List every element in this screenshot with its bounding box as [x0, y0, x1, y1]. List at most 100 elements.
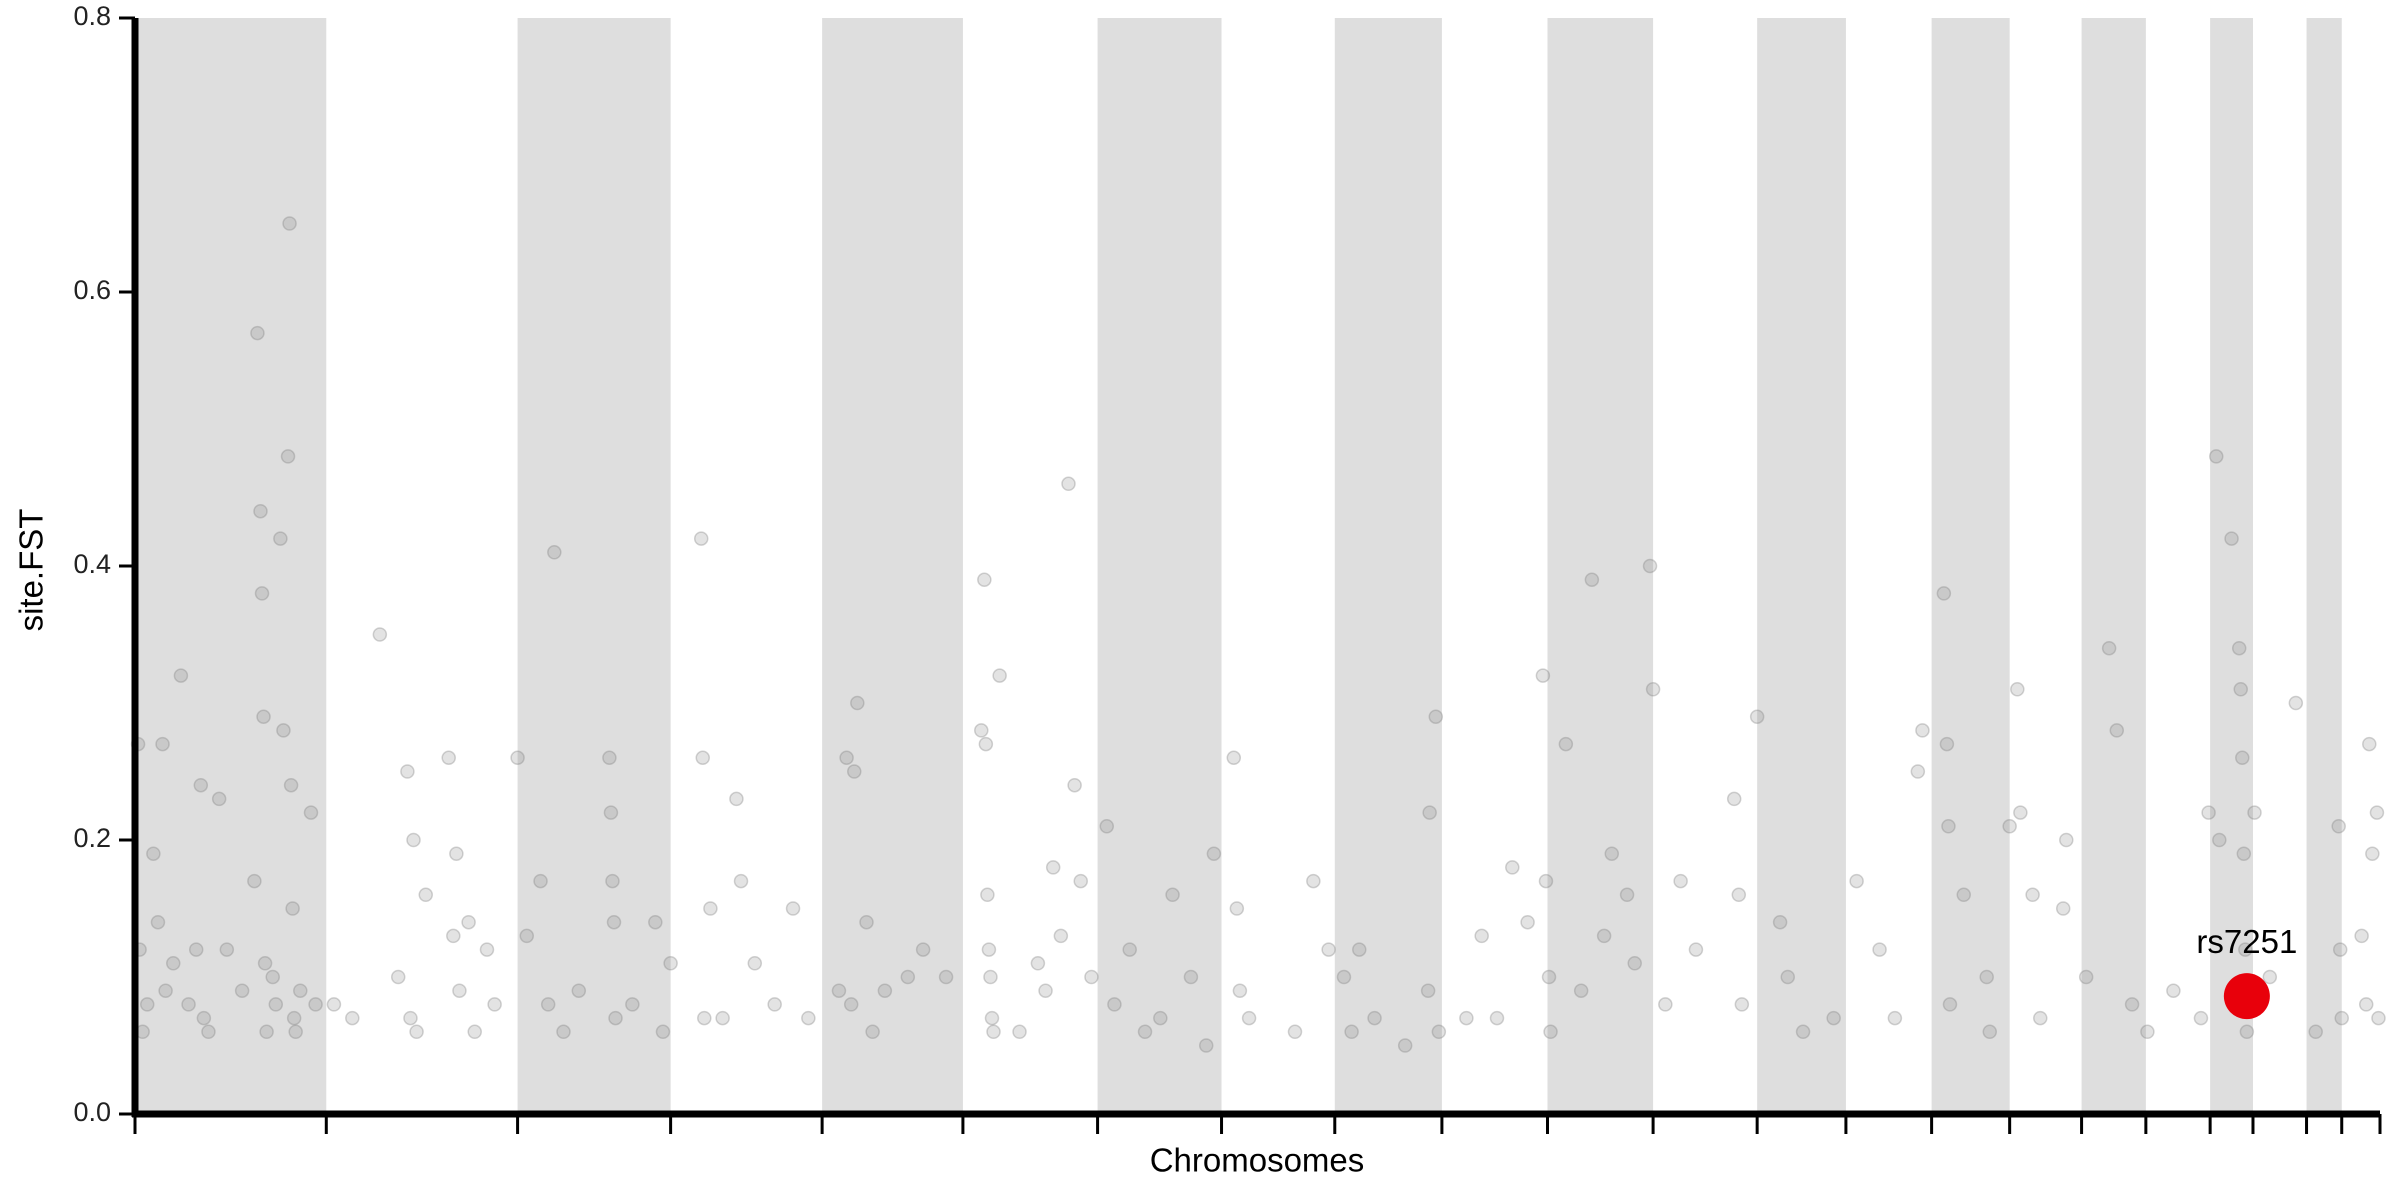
snp-point: [1558, 736, 1574, 752]
snp-point: [286, 1010, 302, 1026]
snp-point: [1573, 983, 1589, 998]
snp-point: [2332, 942, 2348, 957]
snp-point: [695, 750, 711, 766]
snp-point: [1422, 805, 1437, 820]
snp-point: [603, 805, 619, 820]
snp-point: [1038, 983, 1053, 998]
snp-point: [2308, 1024, 2323, 1040]
snp-point: [1584, 572, 1600, 587]
snp-point: [1596, 928, 1612, 944]
snp-point: [372, 627, 388, 642]
snp-point: [981, 942, 997, 957]
snp-point: [2354, 928, 2369, 944]
snp-point: [1229, 901, 1245, 916]
snp-point: [915, 942, 931, 957]
snp-point: [1520, 914, 1535, 930]
y-tick-label: 0.8: [73, 1, 111, 31]
chromosome-band: [2210, 18, 2253, 1114]
snp-point: [602, 750, 617, 766]
snp-point: [1538, 873, 1554, 889]
snp-point: [1165, 887, 1180, 903]
snp-point: [196, 1010, 212, 1026]
snp-point: [1137, 1024, 1153, 1040]
snp-point: [801, 1010, 816, 1026]
snp-point: [839, 750, 854, 766]
snp-point: [2140, 1024, 2155, 1040]
snp-point: [1073, 873, 1088, 889]
snp-point: [2109, 723, 2125, 738]
snp-point: [533, 873, 548, 889]
snp-point: [1645, 682, 1661, 697]
snp-point: [938, 969, 954, 985]
snp-point: [1122, 942, 1137, 957]
snp-point: [1336, 969, 1352, 985]
snp-point: [461, 914, 476, 930]
snp-point: [1915, 723, 1930, 738]
snp-point: [2331, 819, 2346, 834]
snp-point: [2233, 682, 2248, 697]
y-tick-label: 0.4: [73, 549, 111, 579]
snp-point: [697, 1010, 712, 1026]
snp-point: [1939, 736, 1955, 752]
snp-point: [452, 983, 467, 998]
snp-point: [403, 1010, 418, 1026]
snp-point: [1826, 1010, 1841, 1026]
snp-point: [256, 709, 271, 724]
snp-point: [2055, 901, 2071, 916]
y-tick-label: 0.0: [73, 1097, 111, 1127]
snp-point: [1795, 1024, 1811, 1040]
snp-point: [2010, 682, 2025, 697]
snp-point: [406, 832, 421, 848]
snp-point: [1505, 860, 1520, 875]
snp-point: [158, 983, 173, 998]
snp-point: [1979, 969, 1994, 985]
snp-point: [986, 1024, 1001, 1040]
snp-point: [900, 969, 916, 985]
snp-point: [663, 956, 678, 971]
snp-point: [984, 1010, 1000, 1026]
snp-point: [1198, 1038, 1214, 1053]
snp-point: [2334, 1010, 2349, 1026]
snp-point: [345, 1010, 360, 1026]
snp-point: [1910, 764, 1926, 779]
snp-point: [1658, 997, 1673, 1012]
snp-point: [1153, 1010, 1168, 1026]
snp-point: [247, 873, 262, 889]
snp-point: [146, 846, 161, 861]
snp-point: [1726, 791, 1742, 807]
snp-point: [259, 1024, 274, 1040]
snp-point: [1241, 1010, 1257, 1026]
snp-point: [1543, 1024, 1558, 1040]
snp-point: [1012, 1024, 1027, 1040]
snp-point: [625, 997, 640, 1012]
snp-point: [1061, 476, 1076, 492]
snp-point: [1107, 997, 1122, 1012]
snp-point: [282, 216, 297, 231]
snp-point: [540, 997, 556, 1012]
snp-point: [1428, 709, 1444, 724]
snp-point: [173, 668, 189, 683]
snp-point: [1420, 983, 1436, 998]
snp-point: [2209, 449, 2224, 464]
chromosome-band: [517, 18, 671, 1114]
snp-point: [1344, 1024, 1359, 1040]
snp-point: [1604, 846, 1620, 861]
snp-point: [2078, 969, 2094, 985]
snp-point: [977, 572, 992, 587]
snp-point: [859, 914, 874, 930]
snp-point: [1942, 997, 1958, 1012]
snp-point: [2262, 969, 2278, 985]
snp-point: [293, 983, 308, 998]
snp-point: [1084, 969, 1099, 985]
snp-point: [703, 901, 718, 916]
snp-point: [510, 750, 525, 766]
snp-point: [2201, 805, 2216, 820]
snp-point: [166, 956, 181, 971]
snp-point: [1030, 956, 1046, 971]
snp-point: [2369, 805, 2385, 820]
snp-point: [285, 901, 300, 916]
snp-point: [1226, 750, 1242, 766]
snp-point: [467, 1024, 482, 1040]
highlight-label: rs7251: [2196, 923, 2297, 960]
